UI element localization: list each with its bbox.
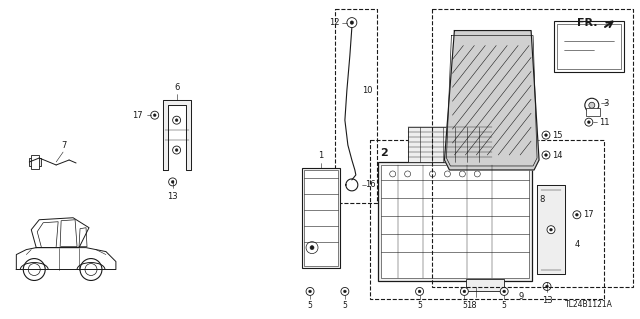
Bar [381, 165, 529, 278]
Text: 3: 3 [604, 99, 609, 108]
Circle shape [550, 228, 552, 231]
Circle shape [310, 246, 314, 249]
Bar [29, 158, 41, 166]
Bar [304, 170, 338, 265]
Polygon shape [163, 100, 191, 170]
Text: 10: 10 [362, 86, 372, 95]
Circle shape [390, 171, 396, 177]
Text: 5: 5 [462, 301, 467, 310]
Text: FR.: FR. [577, 18, 598, 28]
Polygon shape [444, 31, 539, 170]
Text: 8: 8 [539, 195, 545, 204]
Text: 14: 14 [552, 151, 563, 160]
Text: 17: 17 [132, 111, 143, 120]
Bar [370, 140, 604, 300]
Circle shape [444, 171, 451, 177]
Circle shape [341, 287, 349, 295]
Circle shape [585, 98, 599, 112]
Bar [557, 24, 621, 70]
Circle shape [585, 118, 593, 126]
Text: 4: 4 [575, 240, 580, 249]
Polygon shape [31, 218, 89, 248]
Bar [31, 155, 39, 169]
Circle shape [543, 282, 551, 290]
Text: 5: 5 [502, 301, 507, 310]
Circle shape [500, 287, 508, 295]
Circle shape [175, 149, 178, 152]
Polygon shape [537, 185, 565, 274]
Text: 12: 12 [330, 18, 340, 27]
Circle shape [542, 131, 550, 139]
Circle shape [306, 287, 314, 295]
Circle shape [347, 18, 357, 27]
Circle shape [169, 178, 177, 186]
Bar [554, 21, 623, 72]
Bar [408, 127, 492, 162]
Circle shape [545, 134, 547, 137]
Text: 17: 17 [583, 210, 593, 219]
Text: 7: 7 [61, 141, 67, 150]
Circle shape [545, 154, 547, 156]
Circle shape [573, 211, 581, 219]
Bar [431, 9, 632, 287]
Circle shape [542, 151, 550, 159]
Circle shape [547, 226, 555, 234]
Circle shape [306, 241, 318, 254]
Text: TL24B1121A: TL24B1121A [565, 300, 612, 309]
Bar [335, 9, 377, 203]
Circle shape [415, 287, 424, 295]
Text: 18: 18 [466, 301, 477, 310]
Circle shape [474, 171, 480, 177]
Polygon shape [17, 248, 116, 270]
Circle shape [460, 171, 465, 177]
Text: 5: 5 [308, 301, 312, 310]
Circle shape [80, 259, 102, 280]
Circle shape [154, 114, 156, 116]
Circle shape [588, 121, 590, 123]
Circle shape [172, 181, 174, 183]
Circle shape [460, 287, 468, 295]
Circle shape [173, 116, 180, 124]
Circle shape [308, 290, 312, 293]
Circle shape [418, 290, 421, 293]
Circle shape [463, 290, 466, 293]
Text: 15: 15 [552, 130, 563, 140]
Text: 13: 13 [167, 192, 178, 201]
Bar [467, 279, 504, 292]
Bar [302, 168, 340, 268]
Circle shape [28, 263, 40, 276]
Text: 9: 9 [518, 293, 524, 301]
Circle shape [404, 171, 411, 177]
Text: 5: 5 [342, 301, 348, 310]
Text: 11: 11 [599, 118, 609, 127]
Text: 1: 1 [318, 151, 324, 160]
Text: 16: 16 [365, 180, 376, 189]
Circle shape [589, 102, 595, 108]
Circle shape [344, 290, 346, 293]
Text: 2: 2 [380, 148, 387, 158]
Circle shape [173, 146, 180, 154]
Circle shape [151, 111, 159, 119]
Circle shape [85, 263, 97, 276]
Circle shape [23, 259, 45, 280]
Circle shape [546, 285, 548, 288]
Text: 5: 5 [417, 301, 422, 310]
Bar [378, 162, 532, 281]
Circle shape [175, 119, 178, 122]
Text: 13: 13 [541, 296, 552, 305]
Circle shape [503, 290, 506, 293]
Circle shape [575, 213, 579, 216]
Circle shape [429, 171, 435, 177]
Circle shape [350, 21, 354, 24]
Bar [586, 108, 600, 116]
Text: 6: 6 [174, 83, 179, 92]
